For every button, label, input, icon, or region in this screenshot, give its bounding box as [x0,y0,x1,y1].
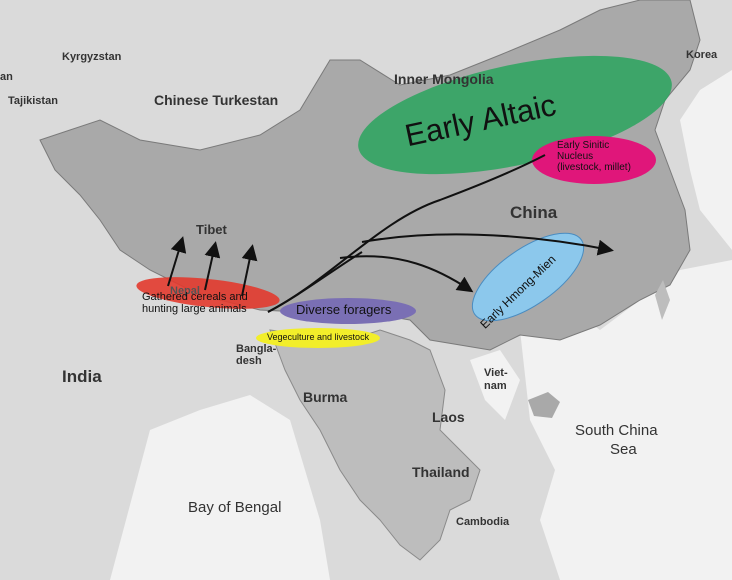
diverse-foragers-zone [280,298,416,324]
label-nepal: Nepal [170,285,200,297]
label-india: India [62,367,102,386]
early-sinitic-line-3: (livestock, millet) [557,162,631,173]
south-china-sea-water [520,260,732,580]
label-cambodia: Cambodia [456,516,510,528]
label-inner-mongolia: Inner Mongolia [394,71,494,87]
label-laos: Laos [432,409,465,425]
yellow-sea-water [680,70,732,250]
label-viet: Viet- [484,367,508,379]
arrow-north-1 [167,236,187,287]
label-tibet: Tibet [196,222,227,237]
bay-of-bengal-water [110,395,330,580]
label-thailand: Thailand [412,464,470,480]
label-bay-of-bengal: Bay of Bengal [188,499,282,516]
gathered-line-2: hunting large animals [142,303,247,316]
arrow-north-2 [204,241,221,291]
hainan-island [528,392,560,418]
label-sea: Sea [610,441,637,458]
label-kyrgyzstan: Kyrgyzstan [62,51,122,63]
early-altaic-zone [358,55,672,175]
early-hmong-mien-zone [471,232,585,322]
diverse-foragers-label: Diverse foragers [296,302,392,317]
migration-arrows [167,154,614,313]
vegeculture-zone [256,328,380,348]
label-bangla: Bangla- [236,343,277,355]
label-nam: nam [484,380,507,392]
label-desh: desh [236,355,262,367]
early-sinitic-line-1: Early Sinitic [557,140,610,151]
label-tajikistan: Tajikistan [8,95,58,107]
label-south-china: South China [575,422,658,439]
early-sinitic-label: Early Sinitic Nucleus (livestock, millet… [557,140,631,173]
label-chinese-turkestan: Chinese Turkestan [154,92,279,108]
label-burma: Burma [303,389,348,405]
label-an: an [0,71,13,83]
early-sinitic-zone [532,136,656,184]
label-korea: Korea [686,49,718,61]
route-east [361,233,614,256]
early-sinitic-line-2: Nucleus [557,151,594,162]
burma-laos-land [269,329,481,561]
route-to-hmong [339,255,474,293]
vegeculture-label: Vegeculture and livestock [267,332,370,342]
gathered-line-1: Gathered cereals and [142,291,248,303]
arrow-north-3 [241,244,258,297]
gulf-water [470,350,520,420]
gathered-label: Gathered cereals and hunting large anima… [142,291,248,315]
route-to-foragers [267,251,363,313]
taiwan-island [655,280,670,320]
label-china: China [510,203,558,222]
